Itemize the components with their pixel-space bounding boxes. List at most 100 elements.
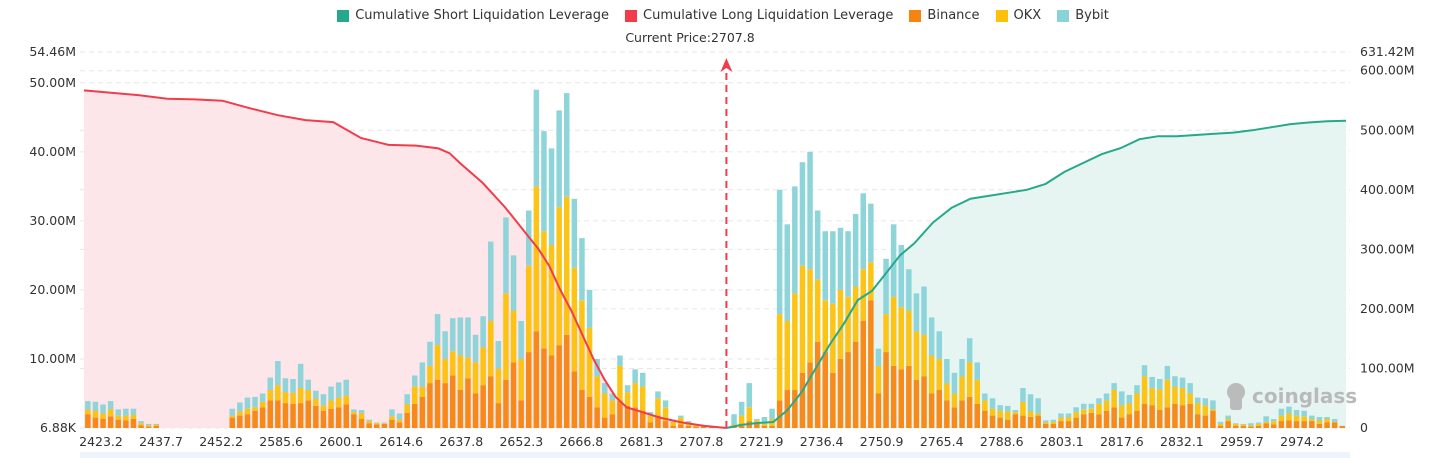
coinglass-watermark-text: coinglass <box>1252 384 1357 408</box>
bar-binance <box>366 423 372 428</box>
bar-okx <box>609 400 616 415</box>
legend-swatch <box>909 9 922 22</box>
bar-okx <box>1225 419 1231 422</box>
bar-binance <box>1126 414 1133 428</box>
bar-bybit <box>1301 410 1307 417</box>
bar-bybit <box>776 189 783 315</box>
bar-binance <box>944 400 950 428</box>
bar-binance <box>259 407 266 428</box>
bar-okx <box>100 413 106 419</box>
bar-binance <box>495 403 502 428</box>
bar-okx <box>1187 393 1193 404</box>
bar-bybit <box>564 93 570 197</box>
bar-okx <box>237 411 243 416</box>
bar-binance <box>1073 417 1079 428</box>
bar-binance <box>1271 424 1277 428</box>
bar-binance <box>389 419 395 428</box>
legend-item[interactable]: Cumulative Long Liquidation Leverage <box>625 8 893 23</box>
bar-binance <box>282 403 289 428</box>
bar-okx <box>951 393 958 408</box>
bar-bybit <box>130 408 137 415</box>
bar-binance <box>1164 407 1171 428</box>
bar-bybit <box>252 396 258 408</box>
bar-okx <box>518 359 524 401</box>
bar-bybit <box>685 421 692 423</box>
bar-okx <box>662 407 669 422</box>
bar-binance <box>693 426 699 428</box>
bar-bybit <box>746 383 752 408</box>
bar-okx <box>602 393 608 418</box>
bar-okx <box>640 386 646 411</box>
bar-bybit <box>1263 416 1269 422</box>
y-left-tick-label: 6.88K <box>40 420 77 435</box>
bar-binance <box>1065 421 1072 428</box>
legend-item[interactable]: OKX <box>995 8 1041 23</box>
bar-binance <box>457 390 464 428</box>
bar-okx <box>1324 419 1330 423</box>
bar-bybit <box>951 372 958 394</box>
bar-binance <box>123 420 129 428</box>
legend-item[interactable]: Bybit <box>1057 8 1109 23</box>
bar-binance <box>328 408 334 428</box>
y-axis-labels: 6.88K 10.00M 20.00M 30.00M 40.00M 50.00M 54.46… <box>29 44 1414 435</box>
bar-bybit <box>784 224 790 321</box>
bar-bybit <box>731 414 737 425</box>
bar-binance <box>617 400 623 428</box>
bar-binance <box>708 427 714 428</box>
bar-okx <box>450 351 456 376</box>
bar-okx <box>389 416 395 420</box>
x-tick-label: 2707.8 <box>680 434 724 449</box>
bar-binance <box>860 321 866 428</box>
bar-bybit <box>928 317 935 356</box>
bar-bybit <box>343 379 349 396</box>
bar-bybit <box>335 382 342 398</box>
bar-bybit <box>1248 423 1254 426</box>
bar-bybit <box>351 409 357 413</box>
bar-okx <box>928 355 935 394</box>
bar-bybit <box>472 334 479 363</box>
bar-okx <box>868 262 874 301</box>
bar-okx <box>1293 415 1300 422</box>
legend-item[interactable]: Cumulative Short Liquidation Leverage <box>337 8 609 23</box>
bar-binance <box>1134 410 1140 428</box>
bar-okx <box>404 404 410 413</box>
bar-binance <box>678 424 684 428</box>
bar-bybit <box>548 148 555 246</box>
x-tick-label: 2614.6 <box>379 434 423 449</box>
bar-okx <box>883 314 889 353</box>
bar-okx <box>510 310 517 363</box>
bar-bybit <box>890 224 897 297</box>
bar-bybit <box>480 316 486 348</box>
bar-bybit <box>244 397 251 409</box>
bar-binance <box>571 371 578 428</box>
bar-okx <box>1217 423 1224 426</box>
bar-binance <box>685 425 692 428</box>
bar-binance <box>906 365 912 428</box>
bar-binance <box>670 425 676 428</box>
bar-okx <box>852 286 859 342</box>
bar-bybit <box>830 231 836 304</box>
bar-okx <box>541 231 547 349</box>
bar-binance <box>997 417 1003 428</box>
bar-bybit <box>389 409 395 417</box>
bar-binance <box>1172 403 1178 428</box>
bar-binance <box>1255 425 1262 428</box>
bar-bybit <box>966 338 973 363</box>
bar-binance <box>267 400 273 428</box>
legend-label: Cumulative Short Liquidation Leverage <box>355 8 610 23</box>
bar-okx <box>351 412 357 415</box>
bar-bybit <box>1187 383 1193 394</box>
bar-binance <box>313 405 319 428</box>
bar-bybit <box>1043 420 1049 423</box>
bar-binance <box>290 403 296 428</box>
bar-bybit <box>1195 397 1201 404</box>
bar-binance <box>92 417 99 428</box>
bar-binance <box>548 355 555 428</box>
bar-okx <box>1210 409 1216 411</box>
legend-item[interactable]: Binance <box>909 8 980 23</box>
bar-bybit <box>1103 393 1110 401</box>
legend-swatch <box>995 9 1008 22</box>
bar-bybit <box>1179 377 1186 388</box>
bar-bybit <box>533 89 540 187</box>
bar-bybit <box>381 422 388 424</box>
